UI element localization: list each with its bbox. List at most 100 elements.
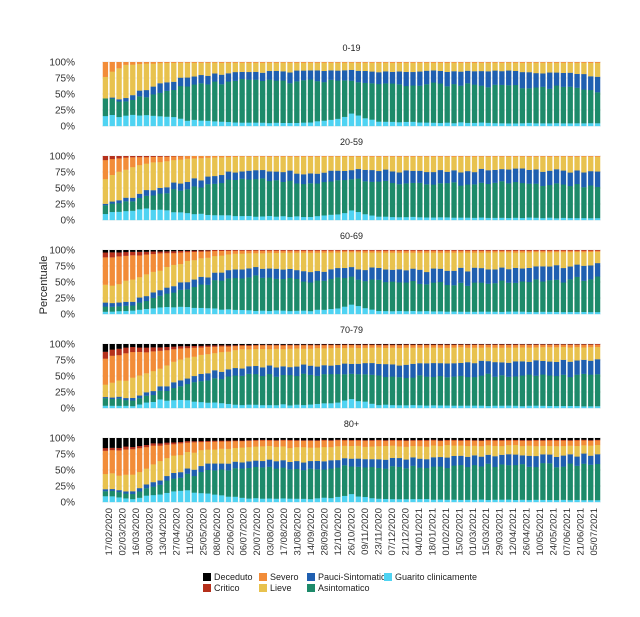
bar-segment-asintomatico: [205, 184, 211, 215]
bar-segment-severo: [218, 250, 225, 256]
bar-segment-lieve: [492, 252, 498, 270]
bar-segment-pauci-sintomatico: [424, 271, 430, 285]
legend-label: Pauci-Sintomatico: [318, 572, 391, 582]
bar-segment-critico: [109, 447, 115, 451]
bar-segment-severo: [177, 156, 184, 160]
bar-segment-pauci-sintomatico: [362, 459, 368, 468]
bar-segment-guarito-clinicamente: [253, 498, 259, 503]
bar-segment-guarito-clinicamente: [355, 401, 361, 409]
bar-segment-lieve: [417, 62, 423, 72]
bar-segment-guarito-clinicamente: [321, 497, 327, 503]
bar-segment-pauci-sintomatico: [567, 454, 573, 464]
bar-segment-severo: [355, 440, 361, 446]
bar-segment-lieve: [410, 156, 416, 171]
bar-segment-severo: [321, 345, 327, 349]
bar-segment-pauci-sintomatico: [143, 90, 150, 98]
bar-segment-severo: [184, 252, 191, 261]
bar-segment-asintomatico: [212, 378, 218, 403]
bar-segment-pauci-sintomatico: [143, 392, 150, 396]
bar-segment-guarito-clinicamente: [403, 217, 409, 221]
bar-segment-pauci-sintomatico: [246, 170, 252, 180]
bar-segment-guarito-clinicamente: [307, 122, 314, 127]
bar-segment-lieve: [417, 156, 423, 171]
bar-segment-asintomatico: [164, 390, 170, 401]
bar-segment-lieve: [130, 64, 136, 96]
bar-segment-lieve: [581, 252, 587, 266]
bar-segment-pauci-sintomatico: [492, 362, 498, 377]
bar-segment-deceduto: [232, 438, 238, 441]
bar-segment-guarito-clinicamente: [512, 217, 519, 221]
bar-segment-guarito-clinicamente: [410, 310, 416, 315]
bar-segment-pauci-sintomatico: [403, 270, 409, 283]
bar-segment-guarito-clinicamente: [383, 498, 389, 503]
bar-segment-severo: [157, 350, 163, 369]
bar-segment-pauci-sintomatico: [417, 170, 423, 183]
bar-segment-pauci-sintomatico: [547, 170, 553, 186]
bar-segment-deceduto: [273, 438, 279, 441]
bar-segment-pauci-sintomatico: [321, 70, 327, 83]
bar-segment-asintomatico: [246, 277, 252, 311]
bar-segment-lieve: [171, 264, 177, 287]
bar-segment-deceduto: [328, 438, 334, 441]
bar-segment-guarito-clinicamente: [273, 310, 279, 315]
bar-segment-asintomatico: [116, 398, 122, 406]
bar-segment-severo: [362, 62, 368, 63]
bar-segment-pauci-sintomatico: [157, 290, 163, 296]
bar-segment-severo: [478, 344, 485, 348]
bar-segment-deceduto: [218, 344, 225, 346]
bar-segment-lieve: [136, 471, 143, 489]
bar-segment-guarito-clinicamente: [458, 405, 464, 409]
bar-segment-asintomatico: [594, 276, 601, 313]
bar-segment-critico: [499, 344, 505, 346]
bar-segment-severo: [430, 440, 437, 446]
bar-segment-asintomatico: [287, 469, 293, 499]
bar-segment-deceduto: [594, 438, 601, 440]
bar-segment-pauci-sintomatico: [519, 268, 526, 282]
bar-segment-severo: [471, 250, 478, 253]
bar-segment-guarito-clinicamente: [157, 116, 163, 127]
bar-segment-guarito-clinicamente: [526, 499, 532, 503]
bar-segment-guarito-clinicamente: [553, 405, 560, 409]
bar-segment-severo: [547, 156, 553, 157]
chart-panels: 0-190%25%50%75%100%20-590%25%50%75%100%6…: [49, 43, 601, 509]
bar-segment-severo: [499, 62, 505, 63]
bar-segment-deceduto: [567, 438, 573, 441]
bar-segment-asintomatico: [519, 375, 526, 407]
bar-segment-lieve: [369, 156, 375, 171]
bar-segment-asintomatico: [383, 83, 389, 122]
bar-segment-pauci-sintomatico: [136, 193, 143, 199]
panel-60-69: 60-690%25%50%75%100%: [49, 231, 601, 321]
bar-segment-lieve: [198, 258, 204, 277]
y-tick-label: 0%: [61, 122, 76, 133]
x-tick-label: 13/04/2020: [158, 508, 169, 556]
bar-segment-lieve: [553, 347, 560, 362]
bar-segment-severo: [410, 250, 416, 253]
bar-segment-pauci-sintomatico: [362, 70, 368, 83]
bar-segment-asintomatico: [389, 466, 396, 500]
bar-segment-pauci-sintomatico: [574, 264, 580, 277]
bar-segment-severo: [273, 345, 279, 349]
bar-segment-severo: [451, 156, 457, 157]
bar-segment-pauci-sintomatico: [512, 361, 519, 377]
bar-segment-guarito-clinicamente: [512, 311, 519, 315]
bar-segment-severo: [102, 62, 109, 77]
bar-segment-guarito-clinicamente: [225, 121, 232, 127]
bar-segment-severo: [246, 250, 252, 254]
bar-segment-guarito-clinicamente: [157, 494, 163, 503]
bar-segment-guarito-clinicamente: [478, 122, 485, 127]
bar-segment-pauci-sintomatico: [424, 363, 430, 377]
bar-segment-critico: [191, 250, 197, 253]
bar-segment-lieve: [465, 62, 471, 71]
bar-segment-severo: [519, 62, 526, 63]
bar-segment-lieve: [471, 445, 478, 456]
bar-segment-asintomatico: [232, 277, 238, 310]
bar-segment-pauci-sintomatico: [451, 71, 457, 85]
bar-segment-pauci-sintomatico: [191, 469, 197, 477]
bar-segment-guarito-clinicamente: [581, 311, 587, 315]
bar-segment-guarito-clinicamente: [451, 123, 457, 127]
bar-segment-severo: [205, 62, 211, 63]
bar-segment-pauci-sintomatico: [533, 169, 539, 184]
bar-segment-asintomatico: [177, 386, 184, 400]
bar-segment-deceduto: [581, 438, 587, 440]
bar-segment-guarito-clinicamente: [205, 493, 211, 503]
